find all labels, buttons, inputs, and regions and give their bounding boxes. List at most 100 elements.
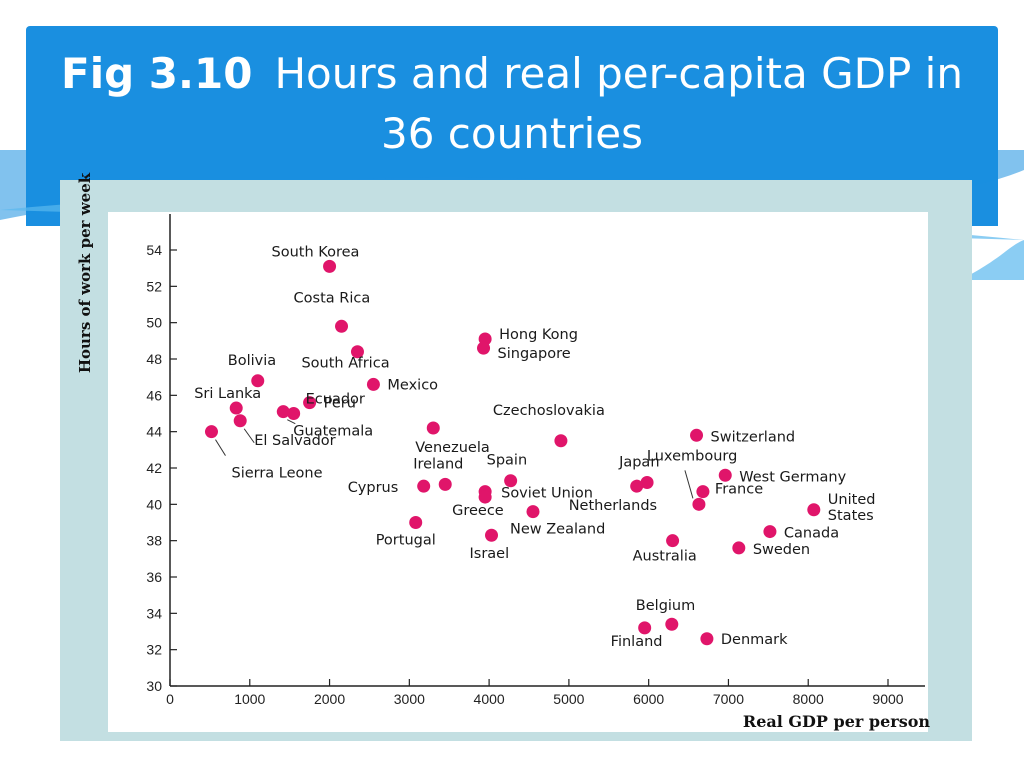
- figure-number: Fig 3.10: [61, 49, 253, 98]
- slide-title: Fig 3.10 Hours and real per-capita GDP in…: [60, 44, 964, 164]
- y-tick-label: 40: [146, 496, 162, 512]
- point-label: El Salvador: [254, 433, 335, 449]
- point-label: Denmark: [721, 632, 788, 648]
- point-label: Ireland: [413, 456, 463, 472]
- point-label: Sri Lanka: [194, 386, 261, 402]
- data-point: [665, 617, 679, 631]
- x-tick-label: 4000: [474, 691, 505, 707]
- point-label: Cyprus: [348, 480, 399, 496]
- y-tick-label: 44: [146, 424, 162, 440]
- data-point: [303, 396, 317, 410]
- point-label: Ecuador: [306, 392, 365, 408]
- point-label: Luxembourg: [647, 448, 737, 464]
- x-tick-label: 9000: [872, 691, 903, 707]
- point-label: Belgium: [636, 598, 695, 614]
- data-point: [696, 485, 710, 499]
- x-tick-label: 8000: [793, 691, 824, 707]
- data-point: [700, 632, 714, 646]
- point-label: Australia: [633, 549, 697, 565]
- y-tick-label: 54: [146, 242, 162, 258]
- point-label: West Germany: [739, 469, 846, 485]
- data-point: [204, 425, 218, 439]
- point-label: Guatemala: [293, 424, 373, 440]
- data-point: [438, 477, 452, 491]
- data-point: [718, 468, 732, 482]
- point-label: Bolivia: [228, 353, 276, 369]
- data-point: [554, 434, 568, 448]
- point-label: New Zealand: [510, 522, 605, 538]
- point-label: Czechoslovakia: [493, 403, 605, 419]
- point-label: Greece: [452, 503, 504, 519]
- data-point: [485, 528, 499, 542]
- data-point: [287, 407, 301, 420]
- point-label: Singapore: [498, 346, 571, 362]
- point-label: Canada: [784, 526, 839, 542]
- x-tick-label: 6000: [633, 691, 664, 707]
- data-point: [426, 421, 440, 435]
- point-label: Netherlands: [569, 498, 657, 514]
- point-label: Hong Kong: [499, 327, 578, 343]
- data-point: [409, 516, 423, 529]
- y-tick-label: 36: [146, 569, 162, 585]
- data-point: [666, 534, 680, 548]
- x-tick-label: 2000: [314, 691, 345, 707]
- data-point: [323, 259, 337, 273]
- x-tick-label: 5000: [553, 691, 584, 707]
- data-point: [640, 476, 654, 490]
- point-label: Mexico: [387, 377, 438, 393]
- y-tick-label: 32: [146, 642, 162, 658]
- point-label: Sierra Leone: [231, 466, 322, 482]
- data-point: [630, 479, 644, 493]
- data-point: [732, 541, 746, 555]
- point-label: Sweden: [753, 542, 810, 558]
- point-label: Spain: [487, 453, 528, 469]
- y-tick-label: 38: [146, 533, 162, 549]
- leader-line: [287, 419, 296, 425]
- point-label: Japan: [618, 455, 659, 471]
- y-tick-label: 50: [146, 315, 162, 331]
- data-point: [251, 374, 265, 388]
- point-label: Israel: [470, 546, 510, 562]
- leader-line: [243, 428, 255, 444]
- data-point: [504, 474, 518, 488]
- point-label: France: [715, 482, 763, 498]
- data-point: [690, 428, 704, 442]
- data-point: [233, 414, 247, 428]
- point-label: Portugal: [376, 533, 436, 549]
- point-label: Peru: [324, 396, 356, 412]
- point-label: Venezuela: [415, 440, 489, 456]
- y-tick-label: 46: [146, 387, 162, 403]
- x-axis-label: Real GDP per person: [742, 712, 930, 731]
- y-tick-label: 30: [146, 678, 162, 694]
- point-label: Soviet Union: [501, 486, 593, 502]
- y-tick-label: 48: [146, 351, 162, 367]
- point-label: South Africa: [301, 356, 389, 372]
- point-label: Finland: [611, 634, 663, 650]
- data-point: [478, 490, 492, 504]
- data-point: [350, 345, 364, 359]
- point-label: Costa Rica: [294, 290, 371, 306]
- data-point: [276, 405, 290, 419]
- data-point: [417, 479, 431, 493]
- figure-title: Hours and real per-capita GDP in 36 coun…: [274, 49, 963, 158]
- point-label: United: [828, 492, 876, 508]
- x-tick-label: 1000: [234, 691, 265, 707]
- data-point: [229, 401, 243, 415]
- data-point: [807, 503, 821, 517]
- data-point: [526, 505, 540, 519]
- data-point: [638, 621, 652, 635]
- x-tick-label: 7000: [713, 691, 744, 707]
- leader-line: [215, 439, 226, 456]
- point-label: South Korea: [272, 244, 360, 260]
- data-point: [692, 497, 706, 511]
- point-label: Switzerland: [711, 429, 796, 445]
- data-point: [763, 525, 777, 539]
- plot-area: [108, 212, 928, 732]
- leader-line: [684, 470, 694, 499]
- x-tick-label: 3000: [394, 691, 425, 707]
- data-point: [477, 341, 491, 355]
- y-tick-label: 42: [146, 460, 162, 476]
- x-tick-label: 0: [166, 691, 174, 707]
- data-point: [366, 377, 380, 391]
